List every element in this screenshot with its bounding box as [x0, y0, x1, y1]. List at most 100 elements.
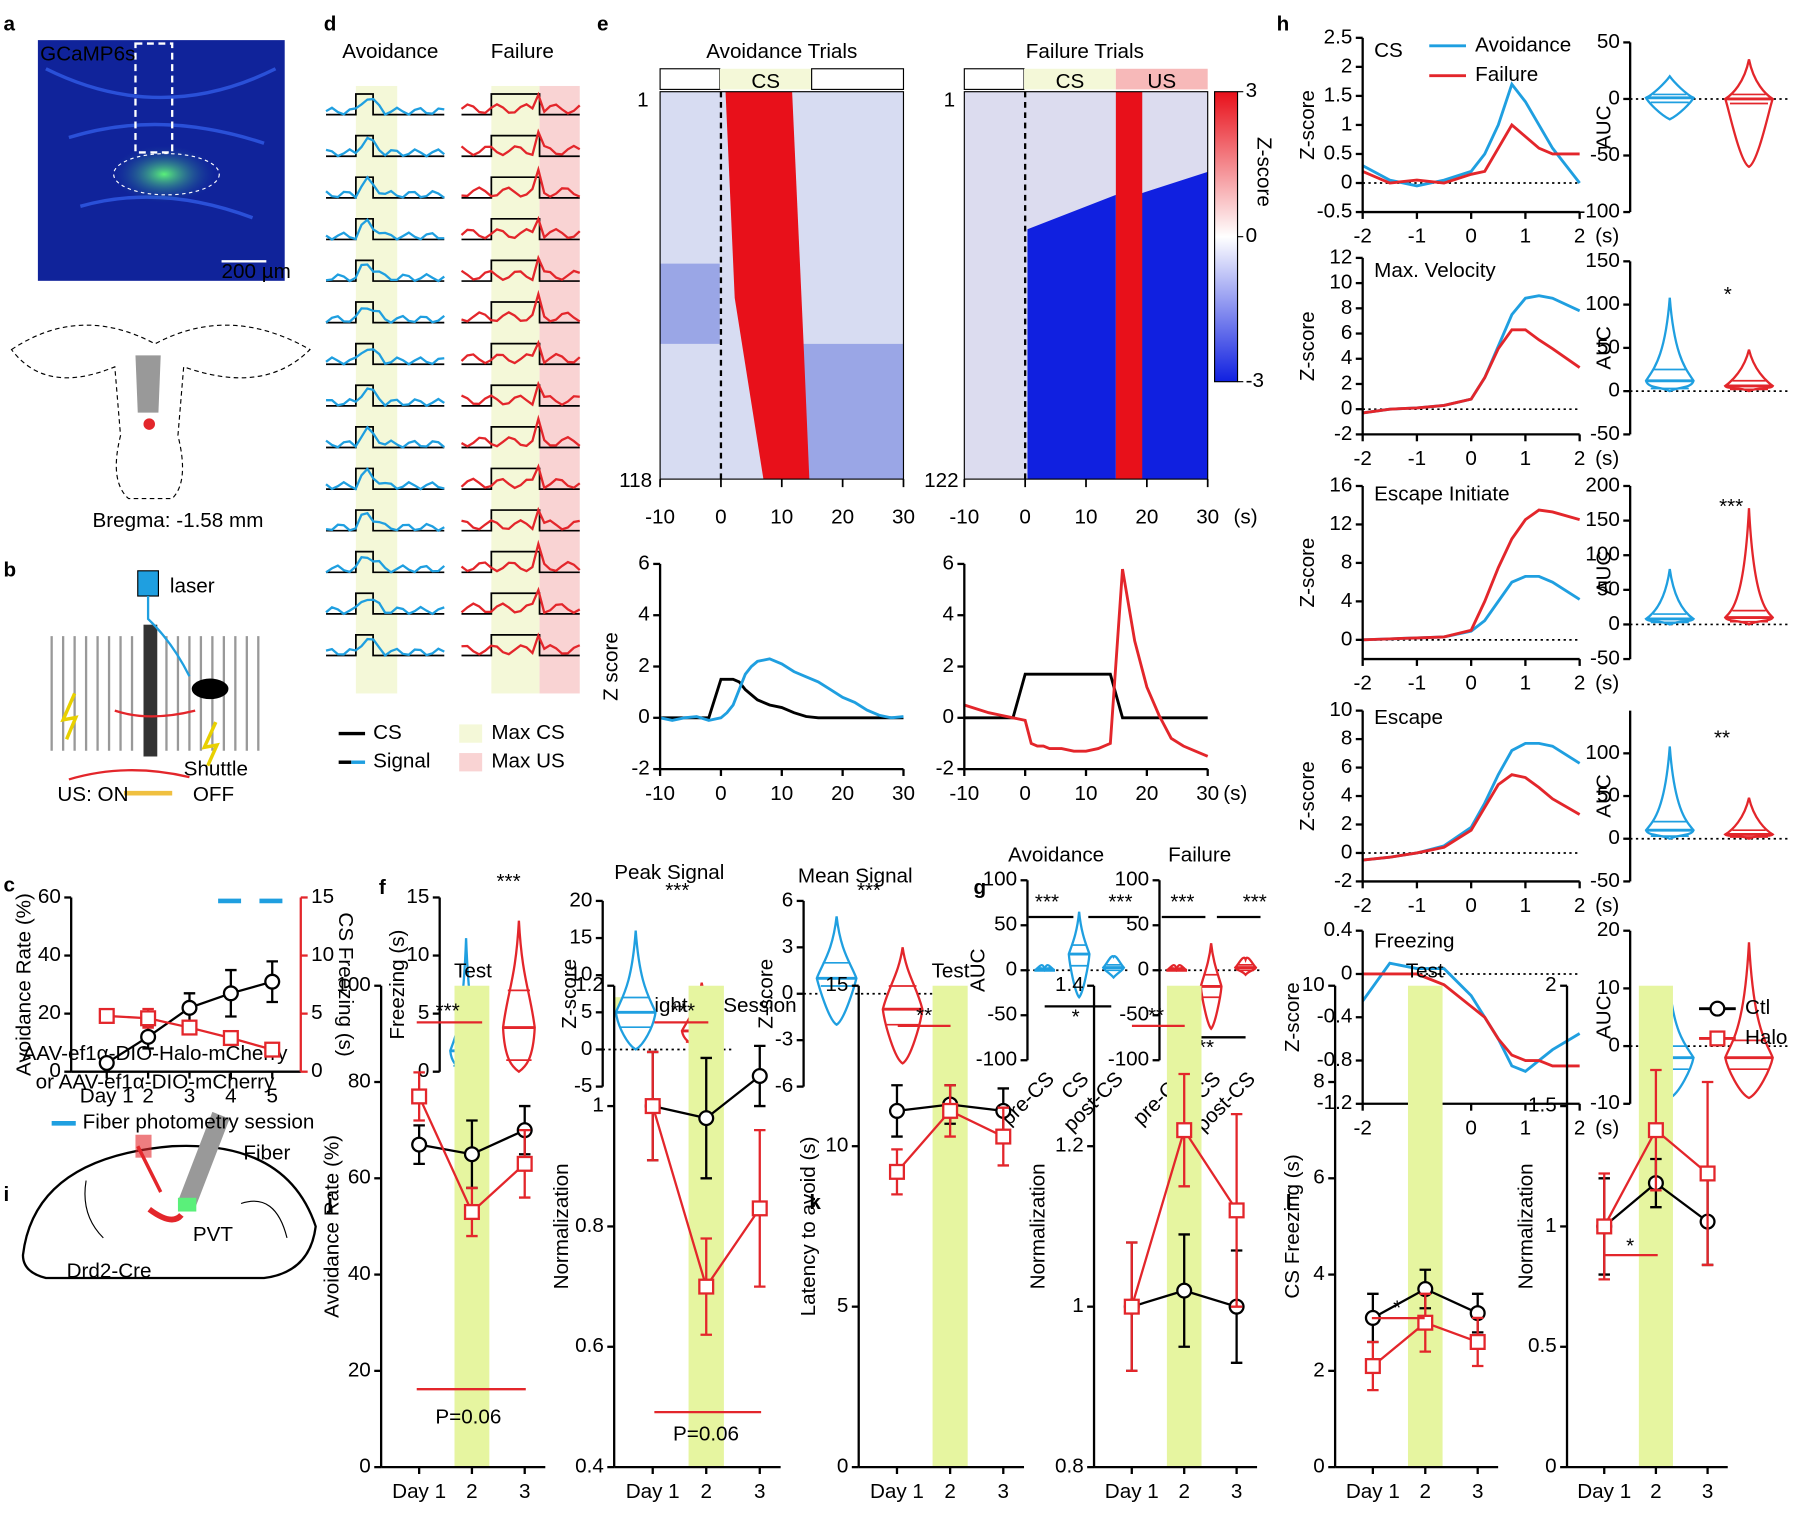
- y-tick-label: 15: [406, 885, 429, 908]
- y2-tick-label: 5: [311, 1001, 322, 1024]
- y-tick-label: 0: [638, 705, 649, 728]
- annotation: **: [1714, 727, 1730, 750]
- x-tick-label: 2: [1574, 1116, 1585, 1139]
- x-tick-label: 2: [1574, 672, 1585, 695]
- x-tick-label: Day 1: [392, 1480, 446, 1503]
- chart-title: Escape: [1374, 706, 1443, 729]
- chart-title: Avoidance: [1008, 844, 1104, 867]
- cs-trace: [326, 301, 445, 324]
- y-tick-label: 0: [581, 1037, 592, 1060]
- chart-title: Mean Signal: [798, 864, 913, 887]
- panel-label: d: [324, 13, 337, 36]
- x-tick-label: 3: [1472, 1480, 1483, 1503]
- series-line: [1362, 741, 1581, 862]
- y-tick-label: 50: [994, 913, 1017, 936]
- annotation: ***: [665, 879, 689, 902]
- x-tick-label: -2: [1353, 672, 1371, 695]
- label: US: ON: [57, 783, 128, 806]
- violin: [614, 930, 657, 1051]
- marker: [644, 1098, 661, 1115]
- example-traces: [325, 91, 581, 658]
- y-axis-label: Z score: [599, 632, 622, 701]
- y-tick-label: 100: [1585, 543, 1619, 566]
- y-tick-label: 6: [1341, 321, 1352, 344]
- y-tick-label: 5: [418, 1001, 429, 1024]
- label: (s): [1234, 506, 1258, 529]
- label: Max CS: [491, 721, 564, 744]
- violin: [1644, 297, 1695, 393]
- x-tick-label: 3: [1702, 1480, 1713, 1503]
- chart-title: Peak Signal: [614, 861, 724, 884]
- highlight-band: [1407, 985, 1443, 1468]
- y-tick-label: 0: [942, 705, 953, 728]
- marker: [463, 1146, 480, 1163]
- signal-trace: [460, 215, 581, 240]
- marker: [98, 1054, 115, 1072]
- cs-trace: [461, 509, 580, 532]
- cs-trace: [461, 550, 580, 574]
- trial-bar-cs: [719, 68, 812, 90]
- legend-max-us: [459, 753, 483, 772]
- y-tick-label: 150: [1585, 249, 1619, 272]
- x-tick-label: -10: [949, 782, 979, 805]
- annotation: *: [1393, 1296, 1401, 1319]
- panel-label: j: [326, 1191, 333, 1214]
- y-tick-label: 0: [1341, 961, 1352, 984]
- y-axis-label: AUC: [1592, 105, 1615, 149]
- y-tick-label: 10: [1329, 271, 1352, 294]
- fiber-cable: [146, 596, 191, 677]
- y-tick-label: 2: [1545, 973, 1556, 996]
- series-line: [1362, 508, 1581, 642]
- y-axis-label: Z-score: [1296, 311, 1319, 381]
- annotation: ***: [1243, 891, 1267, 914]
- y-tick-label: 0: [1006, 958, 1017, 981]
- highlight-band: [932, 985, 968, 1468]
- trial-bar: [963, 68, 1025, 90]
- label: US: [1147, 70, 1176, 93]
- y-tick-label: -100: [1579, 200, 1620, 223]
- highlight-band: [1166, 985, 1202, 1468]
- y-tick-label: 6: [1313, 1166, 1324, 1189]
- x-tick-label: 20: [831, 782, 854, 805]
- violin: [1724, 942, 1774, 1100]
- x-tick-label: 0: [1019, 782, 1030, 805]
- chart-title: Test: [454, 959, 492, 982]
- mouse: [191, 678, 229, 700]
- y-tick-label: 4: [1341, 589, 1352, 612]
- signal-trace: [460, 339, 581, 365]
- y-axis-label: AUC: [1592, 326, 1615, 370]
- y-tick-label: 10: [569, 963, 592, 986]
- signal-trace: [325, 466, 445, 491]
- series-line: [1361, 81, 1581, 188]
- marker: [995, 1128, 1012, 1145]
- x-tick-label: -1: [1408, 672, 1426, 695]
- signal-trace: [460, 91, 581, 115]
- y-tick-label: 0: [1608, 86, 1619, 109]
- signal-trace: [325, 307, 445, 324]
- panel-label: l: [1286, 1191, 1292, 1214]
- x-tick-label: 2: [944, 1480, 955, 1503]
- panel-label: b: [3, 558, 16, 581]
- y-tick-label: 0: [359, 1455, 370, 1478]
- cs-trace: [461, 176, 580, 199]
- pvt-region: [147, 1206, 184, 1223]
- colorbar-tick-label: -3: [1246, 369, 1264, 392]
- series-line: [964, 672, 1208, 720]
- y-axis-label: Z-score: [558, 959, 581, 1029]
- marker: [264, 973, 281, 990]
- x-tick-label: 1: [1520, 225, 1531, 248]
- y-tick-label: 100: [983, 868, 1017, 891]
- marker: [1364, 1358, 1381, 1375]
- signal-trace: [460, 539, 581, 573]
- y-tick-label: 10: [1329, 698, 1352, 721]
- violin: [881, 947, 924, 1065]
- y-tick-label: -6: [775, 1074, 793, 1097]
- y-tick-label: -2: [1334, 422, 1352, 445]
- label: Z-score: [1252, 137, 1275, 207]
- y-tick-label: 0.5: [1324, 141, 1353, 164]
- y-tick-label: 150: [1585, 508, 1619, 531]
- y-tick-label: 2.5: [1324, 25, 1353, 48]
- x-tick-label: pre-CS: [996, 1067, 1059, 1129]
- cs-trace: [461, 342, 580, 366]
